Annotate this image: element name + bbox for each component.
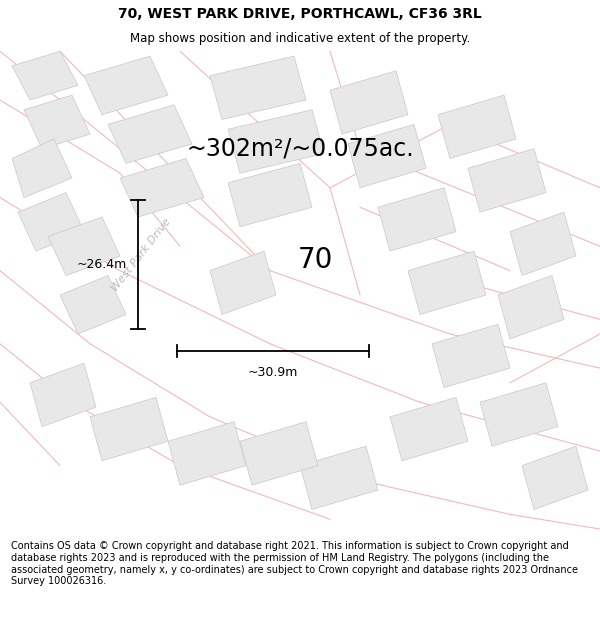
Polygon shape xyxy=(210,56,306,119)
Polygon shape xyxy=(168,422,246,485)
Polygon shape xyxy=(522,446,588,509)
Polygon shape xyxy=(84,56,168,114)
Text: West Park Drive: West Park Drive xyxy=(109,217,173,293)
Text: ~302m²/~0.075ac.: ~302m²/~0.075ac. xyxy=(186,137,414,161)
Polygon shape xyxy=(408,251,486,314)
Polygon shape xyxy=(48,217,120,276)
Polygon shape xyxy=(60,276,126,334)
Polygon shape xyxy=(390,398,468,461)
Polygon shape xyxy=(210,251,276,314)
Polygon shape xyxy=(24,95,90,149)
Polygon shape xyxy=(510,212,576,276)
Polygon shape xyxy=(108,105,192,163)
Polygon shape xyxy=(330,71,408,134)
Polygon shape xyxy=(498,276,564,339)
Polygon shape xyxy=(468,149,546,212)
Polygon shape xyxy=(120,159,204,217)
Polygon shape xyxy=(12,139,72,198)
Polygon shape xyxy=(240,422,318,485)
Polygon shape xyxy=(480,382,558,446)
Polygon shape xyxy=(12,51,78,100)
Text: 70: 70 xyxy=(298,246,332,274)
Polygon shape xyxy=(432,324,510,388)
Polygon shape xyxy=(438,95,516,159)
Text: 70, WEST PARK DRIVE, PORTHCAWL, CF36 3RL: 70, WEST PARK DRIVE, PORTHCAWL, CF36 3RL xyxy=(118,8,482,21)
Polygon shape xyxy=(18,192,84,251)
Polygon shape xyxy=(348,124,426,188)
Polygon shape xyxy=(378,188,456,251)
Text: Contains OS data © Crown copyright and database right 2021. This information is : Contains OS data © Crown copyright and d… xyxy=(11,541,578,586)
Polygon shape xyxy=(300,446,378,509)
Text: ~30.9m: ~30.9m xyxy=(248,366,298,379)
Polygon shape xyxy=(228,110,324,173)
Text: Map shows position and indicative extent of the property.: Map shows position and indicative extent… xyxy=(130,32,470,45)
Polygon shape xyxy=(90,398,168,461)
Text: ~26.4m: ~26.4m xyxy=(77,258,127,271)
Polygon shape xyxy=(30,363,96,427)
Polygon shape xyxy=(228,163,312,227)
